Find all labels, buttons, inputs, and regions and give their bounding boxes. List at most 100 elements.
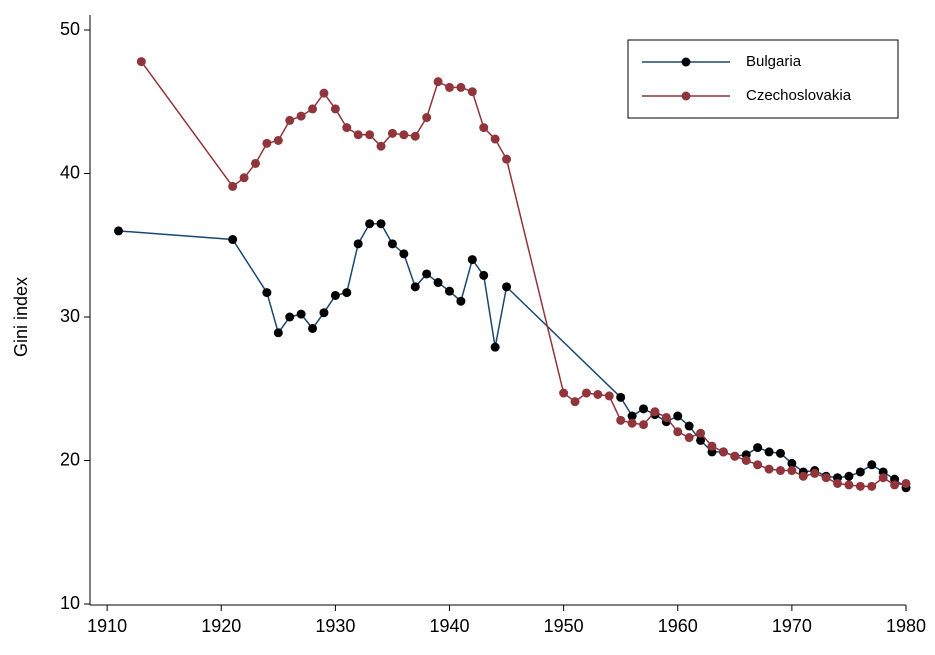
data-point <box>433 278 443 288</box>
y-tick-label: 50 <box>60 19 80 39</box>
data-point <box>787 458 797 468</box>
data-point <box>285 312 295 322</box>
data-point <box>639 404 649 414</box>
data-point <box>444 82 454 92</box>
data-point <box>844 471 854 481</box>
data-point <box>136 57 146 67</box>
data-point <box>456 82 466 92</box>
x-tick-label: 1910 <box>87 616 127 636</box>
data-point <box>250 158 260 168</box>
data-point <box>593 389 603 399</box>
data-point <box>296 111 306 121</box>
data-point <box>616 415 626 425</box>
data-point <box>901 478 911 488</box>
data-point <box>570 397 580 407</box>
data-point <box>114 226 124 236</box>
data-point <box>890 480 900 490</box>
y-tick-label: 40 <box>60 162 80 182</box>
data-point <box>787 466 797 476</box>
x-tick-label: 1950 <box>544 616 584 636</box>
data-point <box>273 328 283 338</box>
data-point <box>753 443 763 453</box>
legend-box <box>627 39 899 119</box>
data-point <box>650 407 660 417</box>
data-point <box>285 115 295 125</box>
data-point <box>262 288 272 298</box>
data-point <box>639 420 649 430</box>
data-point <box>319 88 329 98</box>
x-tick-label: 1940 <box>429 616 469 636</box>
data-point <box>616 392 626 402</box>
data-point <box>410 282 420 292</box>
data-point <box>661 412 671 422</box>
data-point <box>775 448 785 458</box>
data-point <box>479 270 489 280</box>
data-point <box>673 411 683 421</box>
data-point <box>627 418 637 428</box>
data-point <box>855 467 865 477</box>
data-point <box>342 123 352 133</box>
legend-marker <box>681 57 691 67</box>
data-point <box>342 288 352 298</box>
series-line <box>140 61 907 488</box>
y-axis-label: Gini index <box>11 277 31 357</box>
data-point <box>502 154 512 164</box>
data-point <box>775 466 785 476</box>
data-point <box>228 235 238 245</box>
data-point <box>365 219 375 229</box>
data-point <box>855 481 865 491</box>
data-point <box>273 135 283 145</box>
data-point <box>581 388 591 398</box>
data-point <box>684 421 694 431</box>
data-point <box>296 309 306 319</box>
data-point <box>867 460 877 470</box>
y-tick-label: 10 <box>60 593 80 613</box>
data-point <box>684 433 694 443</box>
y-tick-label: 30 <box>60 306 80 326</box>
data-point <box>867 481 877 491</box>
data-point <box>376 141 386 151</box>
data-point <box>502 282 512 292</box>
data-point <box>764 447 774 457</box>
data-point <box>365 130 375 140</box>
data-point <box>627 411 637 421</box>
data-point <box>833 478 843 488</box>
data-point <box>878 473 888 483</box>
data-point <box>410 131 420 141</box>
data-point <box>330 290 340 300</box>
data-point <box>696 435 706 445</box>
data-point <box>456 296 466 306</box>
data-point <box>718 447 728 457</box>
x-tick-label: 1980 <box>886 616 926 636</box>
data-point <box>387 128 397 138</box>
data-point <box>673 427 683 437</box>
data-point <box>376 219 386 229</box>
data-point <box>422 113 432 123</box>
data-point <box>433 77 443 87</box>
data-point <box>467 87 477 97</box>
legend-label: Czechoslovakia <box>746 87 852 104</box>
data-point <box>399 130 409 140</box>
legend-marker <box>681 91 691 101</box>
data-point <box>399 249 409 259</box>
x-tick-label: 1960 <box>658 616 698 636</box>
data-point <box>764 464 774 474</box>
y-tick-label: 20 <box>60 449 80 469</box>
data-point <box>422 269 432 279</box>
data-point <box>604 391 614 401</box>
x-tick-label: 1920 <box>201 616 241 636</box>
data-point <box>467 255 477 265</box>
data-point <box>707 441 717 451</box>
data-point <box>387 239 397 249</box>
data-point <box>490 134 500 144</box>
data-point <box>810 468 820 478</box>
data-point <box>844 480 854 490</box>
data-point <box>730 451 740 461</box>
data-point <box>490 342 500 352</box>
data-point <box>559 388 569 398</box>
data-point <box>741 456 751 465</box>
series-line <box>118 222 907 489</box>
data-point <box>696 428 706 438</box>
